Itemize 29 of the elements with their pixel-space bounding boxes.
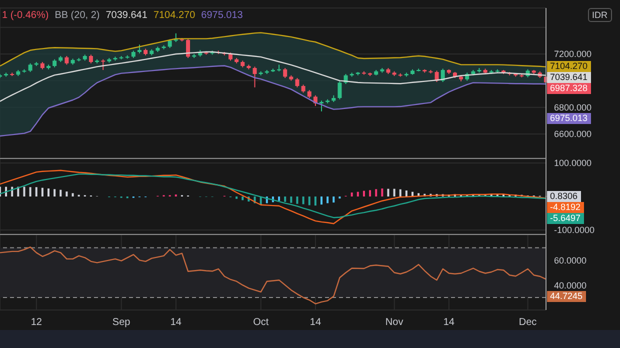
text: 6987.328 (547, 83, 591, 94)
x-tick-label: Sep (112, 317, 131, 328)
y-tick-label: 7200.000 (554, 49, 592, 60)
x-tick-label: Oct (253, 317, 269, 328)
y-tick-label: 40.0000 (554, 280, 587, 290)
text: 7039.641 (547, 72, 591, 84)
annotation: 1 (-0.46%) (2, 10, 49, 21)
text: IDR (588, 8, 612, 22)
text: 44.7245 (547, 290, 586, 302)
y-tick-label: 60.0000 (554, 255, 587, 266)
x-tick-label: 12 (30, 317, 42, 328)
y-tick-label: -100.0000 (554, 225, 595, 236)
annotation: 6975.013 (201, 10, 243, 21)
text: -4.8192 (547, 202, 584, 213)
y-tick-label: 6600.000 (554, 129, 592, 140)
text: 7104.270 (547, 61, 591, 72)
annotation: 7039.641 (106, 10, 148, 21)
x-tick-label: Dec (518, 317, 537, 328)
x-tick-label: 14 (310, 317, 322, 328)
y-tick-label: 6800.000 (554, 102, 592, 113)
text: -5.6497 (547, 212, 584, 224)
annotation: BB (20, 2) (54, 10, 100, 21)
x-tick-label: 14 (443, 317, 455, 328)
annotation: 7104.270 (153, 10, 196, 21)
text: 6975.013 (547, 112, 591, 124)
x-tick-label: 14 (170, 317, 182, 328)
x-tick-label: Nov (385, 317, 404, 328)
y-tick-label: 100.0000 (554, 158, 592, 168)
text: 0.8306 (547, 190, 581, 202)
